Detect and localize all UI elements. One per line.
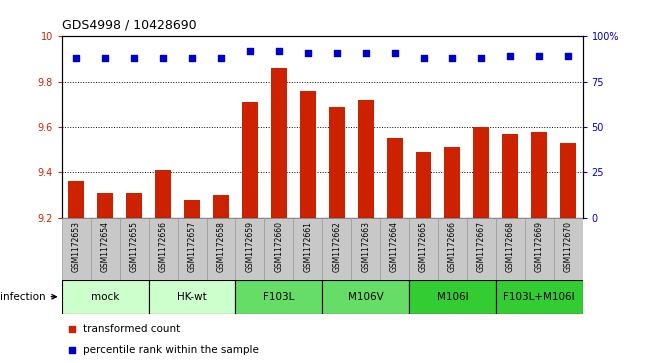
Bar — [97, 193, 113, 218]
Bar — [300, 91, 316, 218]
Text: mock: mock — [91, 292, 119, 302]
Bar — [264, 218, 294, 280]
Bar — [496, 280, 583, 314]
Point — [245, 48, 255, 54]
Point — [361, 50, 371, 56]
Bar — [409, 218, 438, 280]
Point — [563, 53, 574, 59]
Text: GSM1172666: GSM1172666 — [448, 221, 457, 272]
Point — [447, 55, 458, 61]
Bar — [351, 218, 380, 280]
Bar — [525, 218, 554, 280]
Bar — [380, 218, 409, 280]
Bar — [467, 218, 496, 280]
Bar — [126, 193, 142, 218]
Text: GSM1172670: GSM1172670 — [564, 221, 573, 272]
Bar — [438, 218, 467, 280]
Bar — [62, 218, 90, 280]
Point — [67, 326, 77, 332]
Bar — [531, 131, 547, 218]
Point — [273, 48, 284, 54]
Point — [476, 55, 486, 61]
Text: GSM1172664: GSM1172664 — [390, 221, 399, 272]
Bar — [178, 218, 206, 280]
Point — [67, 347, 77, 353]
Bar — [473, 127, 490, 218]
Text: GSM1172661: GSM1172661 — [303, 221, 312, 272]
Bar — [184, 200, 200, 218]
Bar — [415, 152, 432, 218]
Bar — [294, 218, 322, 280]
Text: GSM1172655: GSM1172655 — [130, 221, 139, 272]
Text: GSM1172657: GSM1172657 — [187, 221, 197, 272]
Bar — [409, 280, 496, 314]
Bar — [213, 195, 229, 218]
Text: transformed count: transformed count — [83, 324, 180, 334]
Text: GSM1172659: GSM1172659 — [245, 221, 255, 272]
Bar — [206, 218, 236, 280]
Bar — [68, 182, 84, 218]
Text: HK-wt: HK-wt — [177, 292, 207, 302]
Point — [505, 53, 516, 59]
Bar — [357, 100, 374, 218]
Text: F103L: F103L — [263, 292, 294, 302]
Bar — [503, 134, 518, 218]
Bar — [445, 147, 460, 218]
Text: percentile rank within the sample: percentile rank within the sample — [83, 345, 258, 355]
Text: M106I: M106I — [437, 292, 468, 302]
Point — [158, 55, 169, 61]
Text: F103L+M106I: F103L+M106I — [503, 292, 575, 302]
Text: GSM1172660: GSM1172660 — [274, 221, 283, 272]
Text: GSM1172663: GSM1172663 — [361, 221, 370, 272]
Bar — [236, 280, 322, 314]
Text: M106V: M106V — [348, 292, 383, 302]
Text: infection: infection — [0, 292, 56, 302]
Point — [303, 50, 313, 56]
Text: GSM1172662: GSM1172662 — [332, 221, 341, 272]
Bar — [155, 170, 171, 218]
Text: GSM1172654: GSM1172654 — [101, 221, 110, 272]
Bar — [554, 218, 583, 280]
Point — [100, 55, 111, 61]
Bar — [148, 280, 236, 314]
Text: GSM1172653: GSM1172653 — [72, 221, 81, 272]
Text: GSM1172667: GSM1172667 — [477, 221, 486, 272]
Bar — [148, 218, 178, 280]
Bar — [496, 218, 525, 280]
Text: GSM1172665: GSM1172665 — [419, 221, 428, 272]
Point — [534, 53, 544, 59]
Point — [215, 55, 226, 61]
Bar — [387, 138, 402, 218]
Text: GSM1172658: GSM1172658 — [217, 221, 225, 272]
Point — [389, 50, 400, 56]
Bar — [271, 68, 287, 218]
Bar — [329, 107, 344, 218]
Bar — [120, 218, 148, 280]
Bar — [322, 280, 409, 314]
Point — [419, 55, 429, 61]
Point — [187, 55, 197, 61]
Bar — [62, 280, 148, 314]
Text: GSM1172656: GSM1172656 — [159, 221, 167, 272]
Text: GSM1172668: GSM1172668 — [506, 221, 515, 272]
Text: GDS4998 / 10428690: GDS4998 / 10428690 — [62, 18, 197, 31]
Point — [331, 50, 342, 56]
Point — [129, 55, 139, 61]
Text: GSM1172669: GSM1172669 — [534, 221, 544, 272]
Point — [71, 55, 81, 61]
Bar — [90, 218, 120, 280]
Bar — [236, 218, 264, 280]
Bar — [322, 218, 351, 280]
Bar — [242, 102, 258, 218]
Bar — [561, 143, 576, 218]
